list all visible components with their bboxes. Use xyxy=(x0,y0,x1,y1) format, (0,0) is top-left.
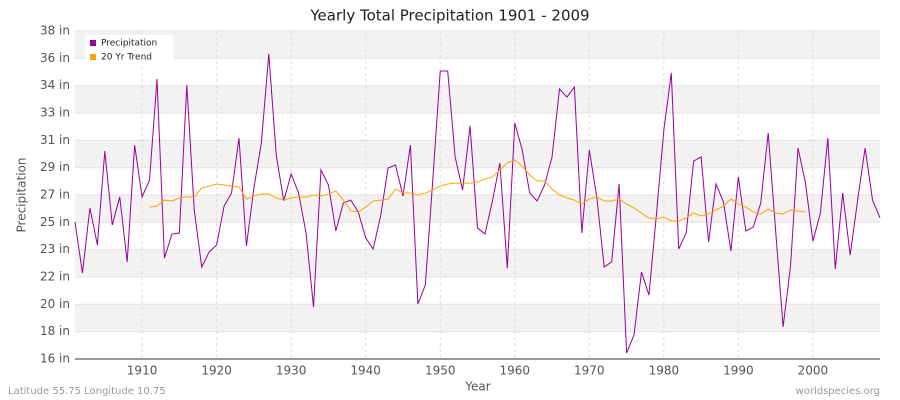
y-tick-label: 20 in xyxy=(40,297,70,311)
footer-right: worldspecies.org xyxy=(796,386,880,397)
series-line xyxy=(74,53,881,354)
y-tick-label: 36 in xyxy=(40,51,70,65)
footer-left: Latitude 55.75 Longitude 10.75 xyxy=(8,386,166,397)
y-tick-label: 25 in xyxy=(40,215,70,229)
x-axis-label: Year xyxy=(464,380,490,394)
x-tick-label: 1950 xyxy=(425,364,456,378)
legend-label: Precipitation xyxy=(101,39,157,49)
y-tick-label: 33 in xyxy=(40,106,70,120)
y-tick-label: 22 in xyxy=(40,270,70,284)
chart-title: Yearly Total Precipitation 1901 - 2009 xyxy=(309,7,589,25)
grid-band xyxy=(75,304,880,332)
series-line xyxy=(149,159,806,222)
y-axis-label: Precipitation xyxy=(15,157,29,232)
grid-band xyxy=(75,249,880,277)
grid-band xyxy=(75,85,880,113)
legend-box xyxy=(85,35,173,67)
x-tick-label: 1940 xyxy=(350,364,381,378)
y-tick-label: 16 in xyxy=(40,352,70,366)
y-tick-label: 34 in xyxy=(40,78,70,92)
x-tick-label: 1980 xyxy=(649,364,680,378)
grid-band xyxy=(75,140,880,168)
y-tick-label: 18 in xyxy=(40,324,70,338)
y-tick-label: 23 in xyxy=(40,242,70,256)
y-tick-label: 27 in xyxy=(40,188,70,202)
x-tick-label: 2000 xyxy=(798,364,829,378)
y-tick-label: 31 in xyxy=(40,133,70,147)
legend-swatch xyxy=(90,54,96,60)
legend-swatch xyxy=(90,40,96,46)
y-tick-label: 38 in xyxy=(40,24,70,38)
grid-band xyxy=(75,31,880,59)
x-tick-label: 1970 xyxy=(574,364,605,378)
x-tick-label: 1910 xyxy=(127,364,158,378)
x-tick-label: 1930 xyxy=(276,364,307,378)
x-tick-label: 1990 xyxy=(723,364,754,378)
legend-label: 20 Yr Trend xyxy=(101,53,152,63)
grid-band xyxy=(75,195,880,223)
y-tick-label: 29 in xyxy=(40,160,70,174)
x-tick-label: 1960 xyxy=(499,364,530,378)
x-tick-label: 1920 xyxy=(201,364,232,378)
